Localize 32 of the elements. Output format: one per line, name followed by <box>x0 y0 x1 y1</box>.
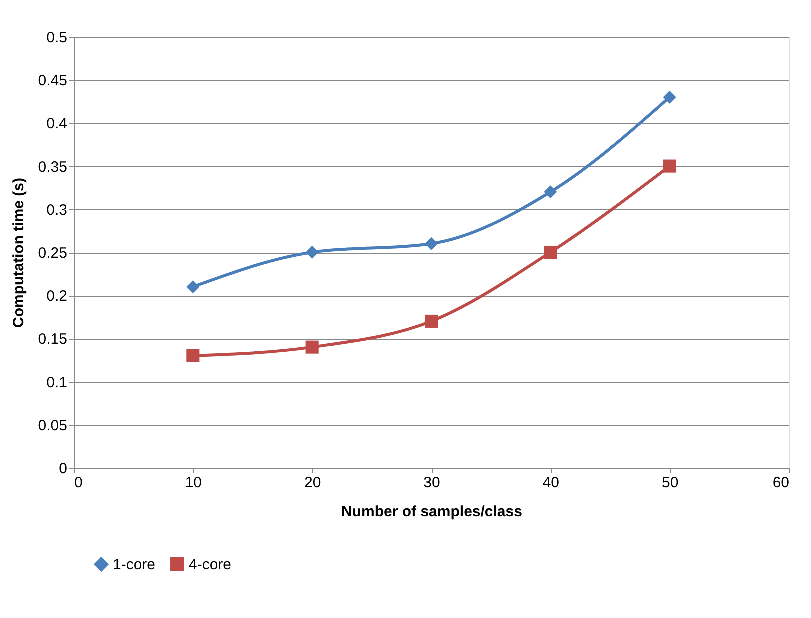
y-tick-label: 0.3 <box>46 202 68 219</box>
x-tick-label: 20 <box>304 474 322 492</box>
point <box>544 246 558 260</box>
point <box>306 246 319 260</box>
y-tick-label: 0.1 <box>46 374 68 392</box>
y-tick-label: 0.35 <box>38 158 68 176</box>
y-tick-label: 0.25 <box>38 245 68 262</box>
x-tick-label: 0 <box>74 474 83 492</box>
point <box>663 160 676 173</box>
x-tick-label: 60 <box>772 474 790 492</box>
x-tick-label: 50 <box>662 474 679 492</box>
y-tick-label: 0.05 <box>38 417 68 434</box>
x-axis-title: Number of samples/class <box>342 504 522 520</box>
x-tick-label: 10 <box>185 474 202 492</box>
y-tick-label: 0.15 <box>38 331 68 348</box>
y-axis-title: Computation time (s) <box>10 178 28 328</box>
y-tick-label: 0.5 <box>46 30 68 46</box>
point <box>186 349 200 362</box>
y-tick-label: 0 <box>59 460 68 478</box>
legend-label: 1-core <box>113 556 156 574</box>
x-tick-label: 30 <box>424 474 440 492</box>
point <box>663 90 676 104</box>
legend-label: 4-core <box>189 556 232 574</box>
point <box>544 186 558 199</box>
x-tick-label: 40 <box>542 474 560 492</box>
point <box>306 340 319 354</box>
point <box>424 237 438 250</box>
y-tick-label: 0.2 <box>46 288 68 306</box>
point <box>186 280 200 294</box>
y-tick-label: 0.4 <box>46 116 68 133</box>
y-tick-label: 0.45 <box>38 72 68 90</box>
point <box>424 314 438 328</box>
